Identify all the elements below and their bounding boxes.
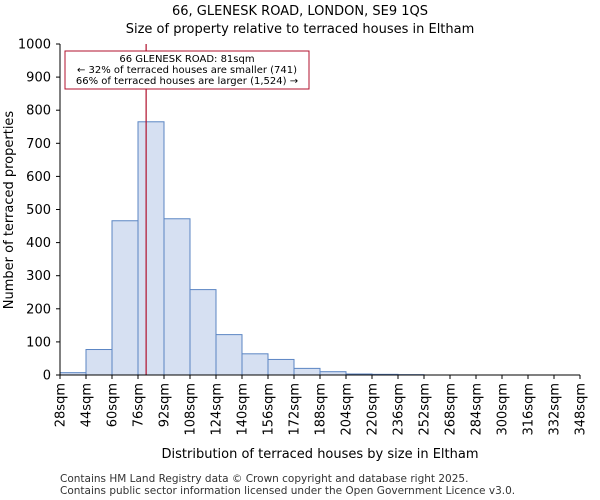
y-tick-label: 900 xyxy=(26,71,51,86)
x-tick-label: 284sqm xyxy=(470,383,485,436)
x-tick-label: 108sqm xyxy=(184,383,199,436)
y-axis: 0 100 200 300 400 500 600 700 800 900 1000 xyxy=(18,38,61,384)
x-tick-label: 332sqm xyxy=(548,383,563,436)
y-tick-label: 600 xyxy=(26,170,51,185)
y-tick-label: 1000 xyxy=(18,38,51,53)
bars-group xyxy=(59,121,425,376)
x-tick-label: 60sqm xyxy=(106,383,121,427)
y-axis-label: Number of terraced properties xyxy=(2,111,17,310)
x-tick-label: 76sqm xyxy=(132,383,147,427)
x-axis-label: Distribution of terraced houses by size … xyxy=(162,447,479,462)
bar-140sqm xyxy=(241,353,269,376)
y-tick-label: 300 xyxy=(26,269,51,284)
x-tick-label: 220sqm xyxy=(366,383,381,436)
y-tick-label: 0 xyxy=(43,369,51,384)
annotation-frame xyxy=(64,50,310,90)
bar-92sqm xyxy=(163,218,191,376)
annotation-box: 66 GLENESK ROAD: 81sqm ← 32% of terraced… xyxy=(64,50,310,90)
x-tick-label: 236sqm xyxy=(392,383,407,436)
x-tick-label: 44sqm xyxy=(80,383,95,427)
chart-title: 66, GLENESK ROAD, LONDON, SE9 1QS xyxy=(172,4,428,19)
x-tick-label: 204sqm xyxy=(340,383,355,436)
x-tick-label: 172sqm xyxy=(288,383,303,436)
bar-124sqm xyxy=(215,334,243,376)
y-tick-label: 800 xyxy=(26,104,51,119)
x-tick-label: 156sqm xyxy=(262,383,277,436)
x-tick-label: 316sqm xyxy=(522,383,537,436)
x-tick-label: 124sqm xyxy=(210,383,225,436)
x-tick-label: 28sqm xyxy=(54,383,69,427)
footer-line-1: Contains HM Land Registry data © Crown c… xyxy=(60,473,468,485)
x-tick-label: 252sqm xyxy=(418,383,433,436)
bar-60sqm xyxy=(111,220,139,376)
bar-108sqm xyxy=(189,289,217,376)
y-tick-label: 200 xyxy=(26,302,51,317)
y-tick-label: 700 xyxy=(26,137,51,152)
bar-44sqm xyxy=(85,349,113,376)
bar-172sqm xyxy=(293,367,321,376)
x-axis: 28sqm 44sqm 60sqm 76sqm 92sqm 108sqm 124sqm 140… xyxy=(54,374,589,436)
annotation-line-2: ← 32% of terraced houses are smaller (74… xyxy=(77,65,297,76)
x-tick-label: 140sqm xyxy=(236,383,251,436)
annotation-line-1: 66 GLENESK ROAD: 81sqm xyxy=(119,54,254,65)
chart-subtitle: Size of property relative to terraced ho… xyxy=(126,22,475,37)
x-tick-label: 188sqm xyxy=(314,383,329,436)
x-tick-label: 92sqm xyxy=(158,383,173,427)
footer-line-2: Contains public sector information licen… xyxy=(60,485,515,497)
bar-76sqm xyxy=(137,121,165,376)
y-tick-label: 500 xyxy=(26,203,51,218)
y-tick-label: 400 xyxy=(26,236,51,251)
y-tick-label: 100 xyxy=(26,335,51,350)
x-tick-label: 300sqm xyxy=(496,383,511,436)
annotation-line-3: 66% of terraced houses are larger (1,524… xyxy=(76,76,298,87)
x-tick-label: 348sqm xyxy=(574,383,589,436)
bar-156sqm xyxy=(267,358,295,376)
x-tick-label: 268sqm xyxy=(444,383,459,436)
